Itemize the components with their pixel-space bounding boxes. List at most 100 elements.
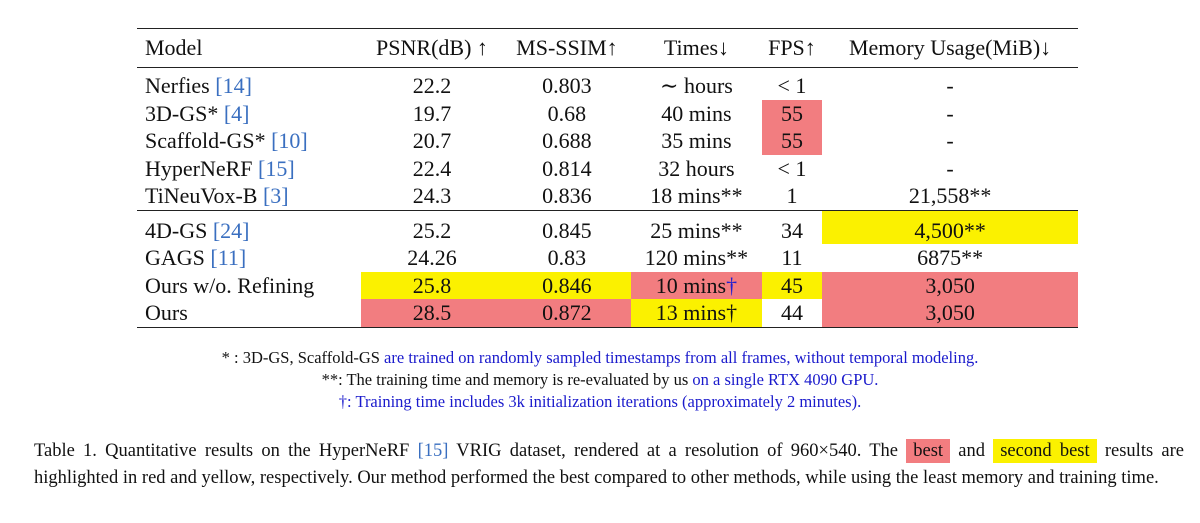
times-value: 10 mins: [655, 272, 727, 298]
times-cell: 35 mins: [661, 128, 732, 154]
psnr-cell: 24.3: [412, 183, 452, 209]
footnote-3-blue-text: †: Training time includes 3k initializat…: [338, 392, 862, 411]
col-header-times: Times↓: [663, 35, 730, 60]
model-cell: Ours w/o. Refining: [137, 272, 361, 300]
table-row: Ours w/o. Refining 25.8 0.846 10 mins† 4…: [137, 271, 1078, 300]
col-header-fps: FPS↑: [768, 35, 816, 60]
table-row: TiNeuVox-B [3] 24.3 0.836 18 mins** 1 21…: [137, 182, 1078, 210]
memory-cell-best: 3,050: [822, 271, 1078, 299]
psnr-cell: 22.2: [412, 73, 452, 99]
psnr-cell: 25.2: [412, 217, 452, 243]
col-header-msssim: MS-SSIM↑: [516, 35, 618, 60]
memory-cell: 6875**: [917, 245, 984, 271]
fps-cell: 11: [781, 245, 803, 271]
model-name: 4D-GS: [145, 217, 213, 243]
citation-link[interactable]: [10]: [271, 128, 308, 154]
fps-cell: < 1: [777, 73, 807, 99]
msssim-cell: 0.83: [547, 245, 587, 271]
citation-link[interactable]: [3]: [262, 183, 289, 209]
caption-second-best-highlight: second best: [993, 439, 1097, 463]
caption-text-2: VRIG dataset, rendered at a resolution o…: [448, 441, 907, 461]
table-row: 4D-GS [24] 25.2 0.845 25 mins** 34 4,500…: [137, 210, 1078, 244]
col-header-model: Model: [145, 35, 203, 60]
model-name: Ours: [145, 300, 188, 326]
model-name: Scaffold-GS*: [145, 128, 272, 154]
model-name: HyperNeRF: [145, 155, 259, 181]
table-caption: Table 1. Quantitative results on the Hyp…: [34, 438, 1184, 492]
psnr-cell: 24.26: [407, 245, 457, 271]
table-row: GAGS [11] 24.26 0.83 120 mins** 11 6875*…: [137, 244, 1078, 272]
fps-cell: 44: [780, 300, 803, 326]
table-row: Scaffold-GS* [10] 20.7 0.688 35 mins 55 …: [137, 127, 1078, 155]
caption-best-highlight: best: [906, 439, 951, 463]
table-row: HyperNeRF [15] 22.4 0.814 32 hours < 1 -: [137, 155, 1078, 183]
fps-cell: 1: [786, 183, 798, 209]
memory-cell-best: 3,050: [822, 299, 1078, 327]
msssim-cell-second: 0.846: [502, 271, 632, 299]
footnote-3: †: Training time includes 3k initializat…: [0, 391, 1200, 413]
times-cell: 40 mins: [661, 100, 732, 126]
psnr-cell-second: 25.8: [361, 271, 503, 299]
psnr-cell: 22.4: [412, 155, 452, 181]
memory-cell: -: [946, 155, 954, 181]
table-group-baselines: Nerfies [14] 22.2 0.803 ∼ hours < 1 - 3D…: [137, 68, 1078, 211]
fps-cell-best: 55: [761, 127, 823, 155]
fps-cell-second: 45: [761, 271, 823, 299]
memory-cell-second: 4,500**: [822, 210, 1078, 244]
table-footnotes: * : 3D-GS, Scaffold-GS are trained on ra…: [0, 347, 1200, 413]
citation-link[interactable]: [11]: [210, 245, 247, 271]
dagger-mark: †: [726, 300, 738, 326]
fps-cell: 34: [780, 217, 803, 243]
results-table: Model PSNR(dB) ↑ MS-SSIM↑ Times↓ FPS↑ Me…: [137, 28, 1078, 328]
model-cell: TiNeuVox-B [3]: [137, 182, 361, 210]
model-name: GAGS: [145, 245, 211, 271]
memory-cell: -: [946, 100, 954, 126]
model-name: TiNeuVox-B: [145, 183, 263, 209]
col-header-psnr: PSNR(dB) ↑: [376, 35, 488, 60]
footnote-2: **: The training time and memory is re-e…: [0, 369, 1200, 391]
times-cell: 120 mins**: [644, 245, 749, 271]
model-cell: Scaffold-GS* [10]: [137, 127, 361, 155]
times-value: 13 mins: [655, 300, 727, 326]
times-cell: ∼ hours: [660, 73, 733, 99]
msssim-cell: 0.845: [542, 217, 592, 243]
citation-link[interactable]: [15]: [258, 155, 295, 181]
model-name: Nerfies: [145, 73, 216, 99]
footnote-1: * : 3D-GS, Scaffold-GS are trained on ra…: [0, 347, 1200, 369]
caption-citation-link[interactable]: [15]: [417, 441, 449, 461]
memory-cell: -: [946, 128, 954, 154]
table-row: Ours 28.5 0.872 13 mins† 44 3,050: [137, 299, 1078, 327]
col-header-memory: Memory Usage(MiB)↓: [848, 35, 1052, 60]
model-cell: Nerfies [14]: [137, 68, 361, 100]
header-row: Model PSNR(dB) ↑ MS-SSIM↑ Times↓ FPS↑ Me…: [137, 28, 1078, 68]
model-cell: Ours: [137, 299, 361, 327]
caption-text-3: results are highlighted in red and yello…: [34, 441, 1184, 488]
citation-link[interactable]: [24]: [212, 217, 250, 243]
model-cell: 4D-GS [24]: [137, 210, 361, 244]
table-group-dynamic: 4D-GS [24] 25.2 0.845 25 mins** 34 4,500…: [137, 210, 1078, 327]
model-cell: GAGS [11]: [137, 244, 361, 272]
model-name: Ours w/o. Refining: [145, 272, 315, 298]
caption-text-1: Table 1. Quantitative results on the Hyp…: [34, 441, 418, 461]
msssim-cell-best: 0.872: [502, 299, 632, 327]
fps-cell: < 1: [777, 155, 807, 181]
times-cell: 32 hours: [658, 155, 735, 181]
msssim-cell: 0.68: [547, 100, 587, 126]
psnr-cell: 19.7: [412, 100, 452, 126]
model-cell: 3D-GS* [4]: [137, 100, 361, 128]
msssim-cell: 0.814: [542, 155, 592, 181]
footnote-1-blue-text: are trained on randomly sampled timestam…: [384, 348, 979, 367]
footnote-2-blue-text: on a single RTX 4090 GPU.: [692, 370, 879, 389]
table-row: Nerfies [14] 22.2 0.803 ∼ hours < 1 -: [137, 68, 1078, 100]
citation-link[interactable]: [4]: [223, 100, 250, 126]
caption-and: and: [950, 441, 994, 461]
psnr-cell: 20.7: [412, 128, 452, 154]
citation-link[interactable]: [14]: [215, 73, 252, 99]
footnote-2-text: **: The training time and memory is re-e…: [321, 370, 693, 389]
times-cell: 25 mins**: [650, 217, 743, 243]
table-row: 3D-GS* [4] 19.7 0.68 40 mins 55 -: [137, 99, 1078, 128]
msssim-cell: 0.803: [542, 73, 592, 99]
times-cell-best: 10 mins†: [631, 271, 762, 299]
footnote-1-text: * : 3D-GS, Scaffold-GS: [221, 348, 385, 367]
